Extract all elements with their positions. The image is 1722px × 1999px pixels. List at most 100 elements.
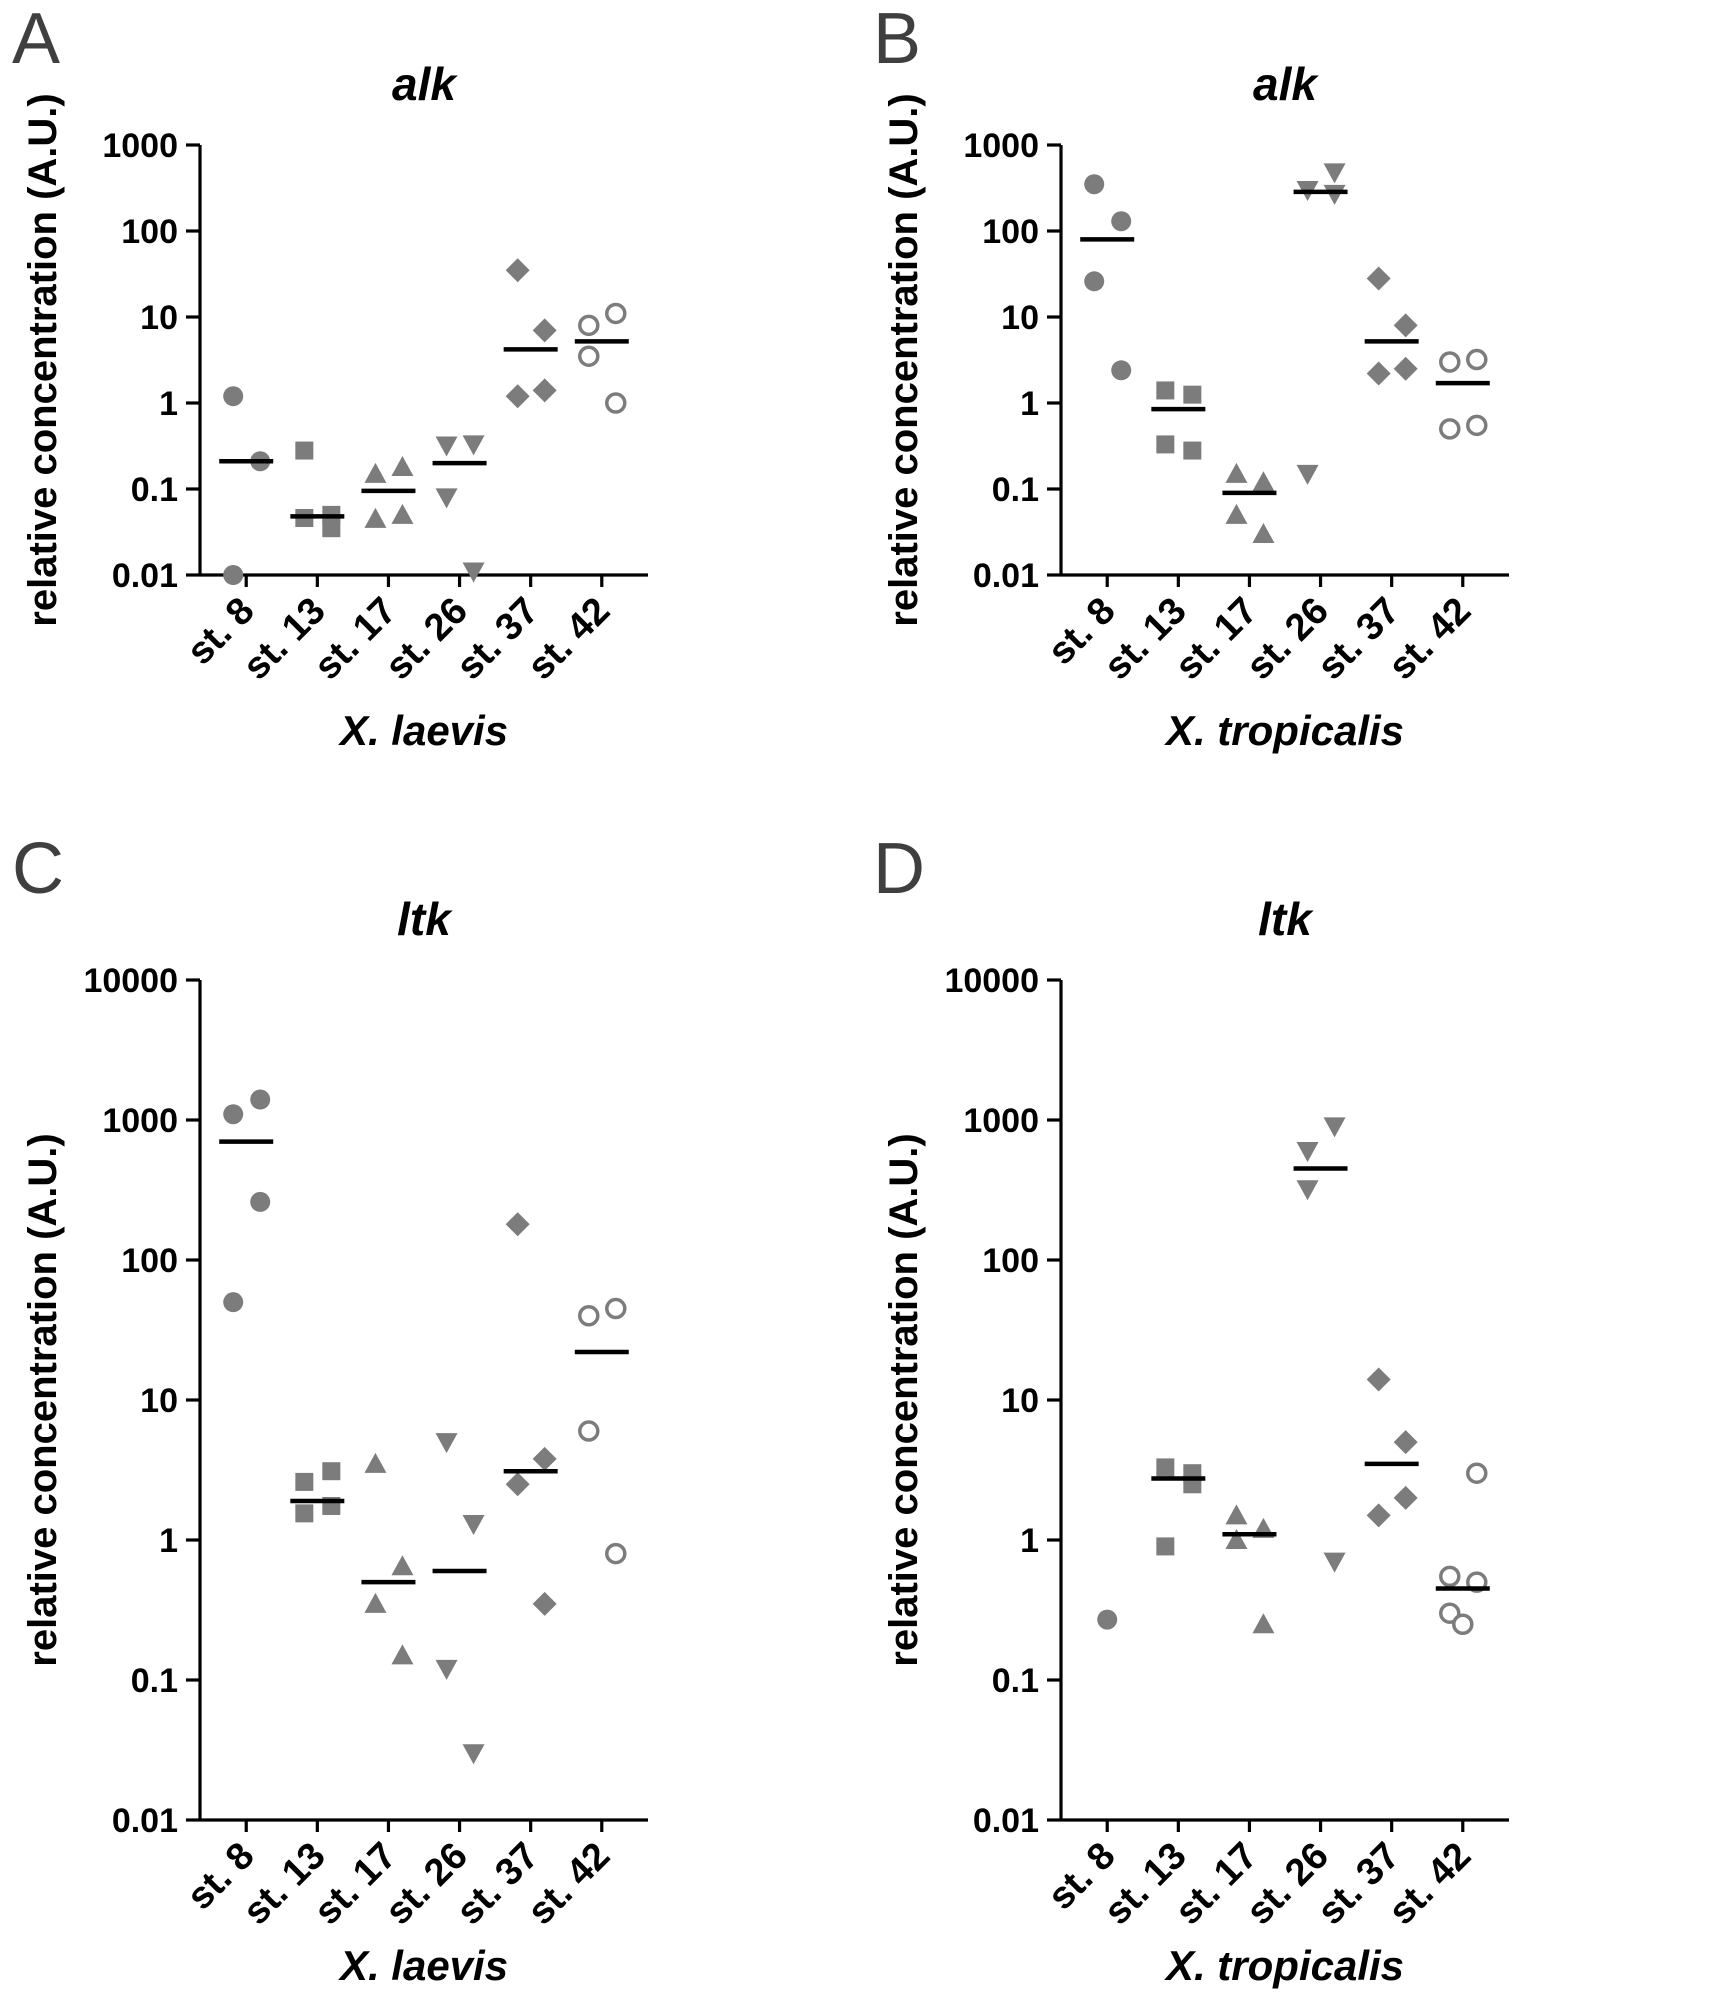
x-tick-label: st. 17 (306, 590, 404, 688)
data-point (1225, 1529, 1248, 1549)
panel-a: A alk relative concentration (A.U.) 1000 10… (0, 0, 861, 830)
x-axis-label: X. laevis (338, 1942, 508, 1989)
y-axis-label: relative concentration (A.U.) (21, 1133, 65, 1666)
data-point (391, 1644, 414, 1665)
y-tick-label: 1000 (102, 1102, 178, 1140)
x-tick-label: st. 26 (1239, 590, 1337, 688)
data-point (1225, 1504, 1248, 1525)
data-point (1439, 351, 1461, 373)
data-point (605, 1297, 627, 1320)
x-tick-label: st. 42 (520, 1835, 618, 1933)
data-point (1466, 414, 1488, 437)
x-tick-label: st. 37 (1310, 590, 1408, 688)
y-tick-label: 0.01 (112, 1802, 178, 1840)
data-point (391, 1555, 414, 1576)
y-tick-label: 0.1 (131, 471, 178, 509)
data-point (1183, 385, 1202, 404)
data-point (1084, 271, 1105, 292)
chart-title: alk (392, 58, 458, 110)
data-point (1111, 360, 1132, 381)
x-axis-label: X. tropicalis (1164, 1942, 1404, 1989)
data-point (1439, 1602, 1461, 1624)
y-axis-label: relative concentration (A.U.) (882, 1133, 926, 1666)
data-point (1323, 1117, 1346, 1138)
data-point (364, 1592, 387, 1613)
data-point (605, 392, 627, 414)
data-point (1084, 174, 1105, 195)
y-tick-label: 10000 (83, 962, 178, 1000)
data-point (578, 314, 600, 337)
data-point (532, 1591, 557, 1616)
scatter-chart-alk-tropicalis: alk relative concentration (A.U.) 1000 100 1… (882, 58, 1509, 754)
x-axis-label: X. tropicalis (1164, 707, 1404, 754)
data-point (295, 1504, 314, 1523)
data-point (250, 1191, 271, 1212)
data-point (505, 1472, 530, 1497)
data-point (322, 519, 341, 538)
data-point (1393, 1430, 1418, 1455)
y-tick-label: 1 (159, 385, 178, 423)
data-point (1466, 348, 1488, 371)
data-point (1252, 1613, 1275, 1634)
y-tick-label: 100 (982, 1242, 1039, 1280)
data-point (435, 436, 458, 457)
data-point (223, 565, 244, 585)
data-point (1439, 418, 1461, 440)
data-point (605, 302, 627, 325)
data-point (1252, 471, 1275, 492)
panel-c: C ltk relative concentration (A.U.) 10000 1… (0, 830, 861, 1999)
data-point (1225, 503, 1248, 524)
y-tick-label: 10 (1001, 299, 1039, 337)
data-point (1466, 1462, 1488, 1484)
y-tick-label: 0.01 (112, 557, 178, 595)
data-point (578, 345, 600, 367)
data-point (532, 318, 557, 343)
data-point (578, 1304, 600, 1327)
data-point (1111, 211, 1132, 232)
x-tick-label: st. 37 (449, 1835, 547, 1933)
data-point (505, 1212, 530, 1237)
x-tick-label: st. 42 (1381, 1835, 1479, 1933)
data-point (295, 441, 314, 460)
data-point (1366, 1367, 1391, 1392)
y-tick-label: 0.1 (992, 471, 1039, 509)
y-tick-label: 10000 (944, 962, 1039, 1000)
data-point (1156, 1458, 1175, 1477)
y-tick-label: 0.1 (992, 1662, 1039, 1700)
data-point (1323, 1552, 1346, 1573)
data-point (223, 1104, 244, 1125)
y-tick-label: 100 (982, 213, 1039, 251)
x-tick-label: st. 17 (306, 1835, 404, 1933)
x-axis-label: X. laevis (338, 707, 508, 754)
data-point (1323, 184, 1346, 205)
data-point (391, 456, 414, 477)
y-tick-label: 100 (121, 1242, 178, 1280)
y-tick-label: 1000 (102, 127, 178, 165)
x-tick-label: st. 37 (1310, 1835, 1408, 1933)
y-tick-label: 1 (1020, 1522, 1039, 1560)
data-point (1156, 381, 1175, 400)
data-point (1393, 313, 1418, 338)
data-point (1296, 464, 1319, 485)
data-point (605, 1542, 627, 1565)
data-point (435, 1659, 458, 1680)
data-point (1323, 163, 1346, 184)
data-point (462, 1515, 485, 1536)
panel-label-b: B (873, 0, 922, 79)
y-tick-label: 10 (140, 1382, 178, 1420)
data-point (435, 488, 458, 509)
data-point (364, 507, 387, 528)
x-tick-label: st. 42 (1381, 590, 1479, 688)
chart-title: ltk (1258, 893, 1314, 945)
data-point (1452, 1613, 1474, 1636)
y-tick-label: 100 (121, 213, 178, 251)
data-point (223, 1292, 244, 1313)
x-tick-label: st. 13 (1096, 1835, 1194, 1933)
data-point (250, 1089, 271, 1110)
scatter-chart-ltk-tropicalis: ltk relative concentration (A.U.) 10000 100… (882, 893, 1509, 1989)
data-point (1156, 1537, 1175, 1556)
x-tick-label: st. 37 (449, 590, 547, 688)
data-point (462, 1744, 485, 1765)
